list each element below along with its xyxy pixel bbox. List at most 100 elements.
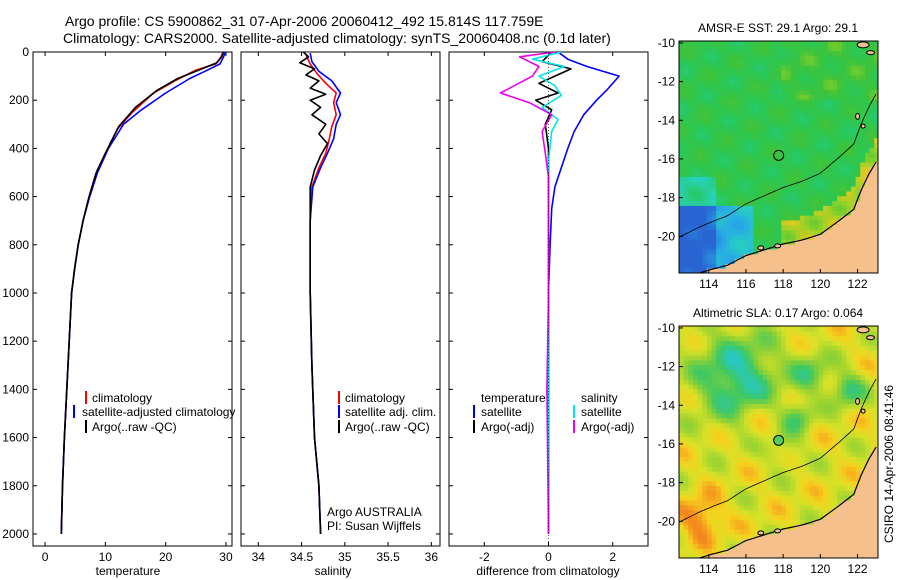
map-cell xyxy=(748,215,754,221)
map-cell xyxy=(823,519,829,525)
map-cell xyxy=(818,374,824,380)
map-cell xyxy=(739,442,745,448)
map-cell xyxy=(804,79,810,86)
map-cell xyxy=(813,495,820,501)
map-cell xyxy=(790,55,796,61)
map-cell xyxy=(758,432,764,438)
map-cell xyxy=(851,446,857,453)
map-cell xyxy=(804,480,810,487)
map-cell xyxy=(683,446,689,453)
map-cell xyxy=(827,113,834,119)
map-cell xyxy=(874,480,878,487)
map-cell xyxy=(739,388,745,395)
map-cell xyxy=(855,118,861,124)
map-cell xyxy=(683,55,689,61)
map-cell xyxy=(706,548,713,554)
map-cell xyxy=(846,244,852,250)
map-cell xyxy=(748,244,754,250)
map-cell xyxy=(720,417,727,424)
map-cell xyxy=(869,461,875,467)
map-cell xyxy=(874,548,878,554)
map-cell xyxy=(734,142,741,148)
map-cell xyxy=(725,495,731,501)
map-cell xyxy=(706,437,713,443)
map-cell xyxy=(813,210,820,216)
map-cell xyxy=(720,471,727,477)
map-cell xyxy=(692,451,699,458)
map-cell xyxy=(679,524,685,530)
map-cell xyxy=(758,152,764,158)
map-cell xyxy=(748,200,754,206)
map-cell xyxy=(753,519,759,525)
map-cell xyxy=(702,553,708,558)
map-cell xyxy=(767,234,773,240)
map-cell xyxy=(837,157,843,163)
map-cell xyxy=(846,171,852,177)
map-cell xyxy=(813,253,820,260)
map-cell xyxy=(767,60,773,66)
map-cell xyxy=(874,166,878,173)
map-cell xyxy=(785,529,792,535)
map-cell xyxy=(702,132,708,139)
map-cell xyxy=(683,94,689,100)
map-cell xyxy=(706,224,713,231)
map-cell xyxy=(869,55,875,61)
map-cell xyxy=(697,210,703,216)
map-cell xyxy=(753,268,759,273)
map-cell xyxy=(688,388,694,395)
map-cell xyxy=(790,70,796,76)
map-cell xyxy=(790,538,796,545)
map-cell xyxy=(855,108,861,115)
map-cell xyxy=(846,335,852,342)
map-cell xyxy=(809,403,815,409)
map-cell xyxy=(711,345,717,351)
map-cell xyxy=(785,123,792,129)
map-cell xyxy=(688,374,694,380)
map-cell xyxy=(813,128,820,134)
map-cell xyxy=(683,200,689,206)
map-cell xyxy=(837,490,843,496)
map-cell xyxy=(688,543,694,549)
map-cell xyxy=(823,369,829,375)
map-cell xyxy=(827,123,834,129)
map-cell xyxy=(846,200,852,206)
map-cell xyxy=(730,355,736,361)
map-cell xyxy=(679,456,685,462)
map-cell xyxy=(874,388,878,395)
map-cell xyxy=(869,442,875,448)
map-cell xyxy=(762,374,768,380)
map-cell xyxy=(730,485,736,491)
map-cell xyxy=(781,326,787,332)
map-cell xyxy=(832,94,838,100)
map-cell xyxy=(683,475,689,482)
map-cell xyxy=(855,379,861,385)
map-cell xyxy=(711,538,717,545)
map-cell xyxy=(734,543,741,549)
map-cell xyxy=(813,94,820,100)
map-cell xyxy=(758,181,764,187)
map-cell xyxy=(776,345,782,351)
map-cell xyxy=(692,340,699,346)
map-cell xyxy=(851,461,857,467)
map-cell xyxy=(716,350,722,356)
map-cell xyxy=(864,533,871,540)
map-cell xyxy=(702,103,708,110)
map-cell xyxy=(762,504,768,511)
map-cell xyxy=(679,384,685,390)
map-cell xyxy=(874,103,878,110)
map-cell xyxy=(706,128,713,134)
map-cell xyxy=(841,538,847,545)
map-cell xyxy=(837,543,843,549)
map-cell xyxy=(860,108,866,115)
map-cell xyxy=(837,475,843,482)
map-cell xyxy=(818,253,824,260)
map-cell xyxy=(720,244,727,250)
map-cell xyxy=(697,55,703,61)
map-cell xyxy=(851,413,857,419)
map-cell xyxy=(813,466,820,472)
map-cell xyxy=(818,224,824,231)
map-cell xyxy=(762,55,768,61)
map-cell xyxy=(753,171,759,177)
map-cell xyxy=(781,514,787,520)
map-cell xyxy=(841,335,847,342)
